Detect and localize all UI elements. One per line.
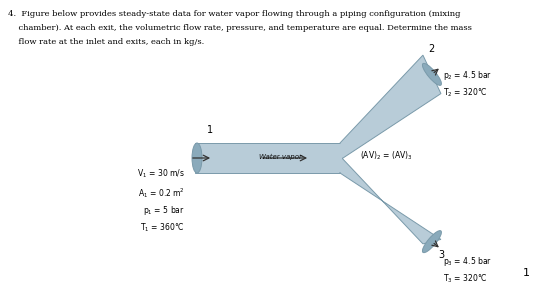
Text: (AV)$_2$ = (AV)$_3$: (AV)$_2$ = (AV)$_3$	[360, 150, 413, 162]
Text: 3: 3	[438, 250, 444, 260]
Polygon shape	[340, 156, 441, 244]
Text: Water vapor: Water vapor	[259, 154, 301, 160]
Text: 1: 1	[207, 125, 213, 135]
Text: p$_2$ = 4.5 bar
T$_2$ = 320°C: p$_2$ = 4.5 bar T$_2$ = 320°C	[443, 69, 492, 99]
Polygon shape	[340, 55, 441, 160]
Ellipse shape	[192, 143, 202, 173]
Polygon shape	[195, 143, 340, 173]
Text: 1: 1	[523, 268, 530, 278]
Ellipse shape	[422, 63, 441, 85]
Text: flow rate at the inlet and exits, each in kg/s.: flow rate at the inlet and exits, each i…	[8, 38, 204, 46]
Text: 4.  Figure below provides steady-state data for water vapor flowing through a pi: 4. Figure below provides steady-state da…	[8, 10, 461, 18]
Text: chamber). At each exit, the volumetric flow rate, pressure, and temperature are : chamber). At each exit, the volumetric f…	[8, 24, 472, 32]
Ellipse shape	[422, 231, 441, 253]
Text: V$_1$ = 30 m/s
A$_1$ = 0.2 m$^2$
p$_1$ = 5 bar
T$_1$ = 360°C: V$_1$ = 30 m/s A$_1$ = 0.2 m$^2$ p$_1$ =…	[137, 168, 185, 234]
Text: 2: 2	[428, 44, 434, 54]
Text: p$_3$ = 4.5 bar
T$_3$ = 320°C: p$_3$ = 4.5 bar T$_3$ = 320°C	[443, 255, 492, 285]
Polygon shape	[197, 144, 342, 172]
